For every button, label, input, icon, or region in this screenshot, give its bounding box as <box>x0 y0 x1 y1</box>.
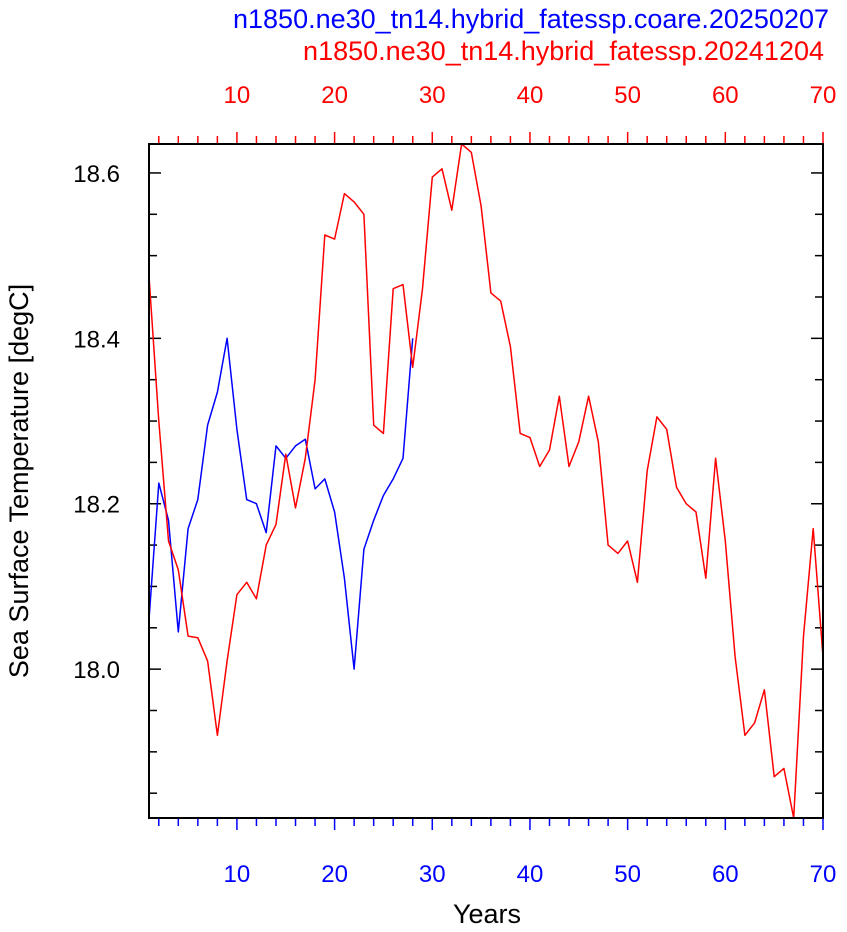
bottom-x-tick-label: 40 <box>517 861 544 888</box>
x-axis-title: Years <box>453 899 521 929</box>
y-tick-label: 18.0 <box>73 657 120 684</box>
bottom-x-tick-label: 10 <box>224 861 251 888</box>
bottom-x-tick-label: 50 <box>614 861 641 888</box>
chart-title-red-series: n1850.ne30_tn14.hybrid_fatessp.20241204 <box>303 36 824 66</box>
axis-labels: 10 10 20 20 30 30 40 40 50 50 60 60 70 70 18.0 18.2 18.4… <box>73 82 836 888</box>
y-axis-title: Sea Surface Temperature [degC] <box>4 284 34 678</box>
bottom-x-tick-label: 60 <box>712 861 739 888</box>
top-x-tick-label: 10 <box>224 82 251 109</box>
plot-frame <box>148 143 824 819</box>
y-tick-label: 18.2 <box>73 492 120 519</box>
top-x-tick-label: 70 <box>810 82 837 109</box>
top-x-tick-label: 30 <box>419 82 446 109</box>
y-tick-label: 18.4 <box>73 326 120 353</box>
series-line-coare-20250207 <box>148 337 414 670</box>
bottom-x-tick-label: 70 <box>810 861 837 888</box>
chart-title-blue-series: n1850.ne30_tn14.hybrid_fatessp.coare.202… <box>233 4 829 34</box>
top-x-tick-label: 50 <box>614 82 641 109</box>
bottom-x-tick-label: 20 <box>321 861 348 888</box>
bottom-x-tick-label: 30 <box>419 861 446 888</box>
series-lines <box>148 143 824 819</box>
axis-ticks <box>149 132 824 830</box>
y-tick-label: 18.6 <box>73 161 120 188</box>
top-x-tick-label: 20 <box>321 82 348 109</box>
series-line-20241204 <box>148 143 824 819</box>
top-x-tick-label: 40 <box>517 82 544 109</box>
top-x-tick-label: 60 <box>712 82 739 109</box>
